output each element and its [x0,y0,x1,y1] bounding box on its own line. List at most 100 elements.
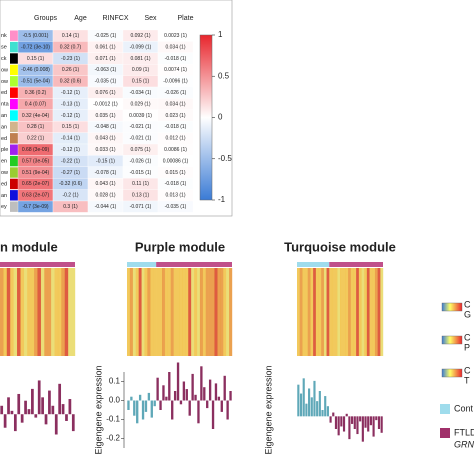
expression-stripe [374,268,378,356]
expression-stripe [13,268,18,356]
heat-cell [157,200,194,213]
cell-label: -0.5 (0.001) [23,33,49,39]
cell-label: 0.015 (1) [165,170,185,176]
bar [27,409,31,415]
cell-label: -0.099 (1) [130,44,152,50]
cell-label: 0.075 (1) [130,147,150,153]
expression-stripe [345,268,349,356]
bar [372,416,375,437]
expression-stripe [342,268,346,356]
cell-label: 0.013 (1) [165,193,185,199]
bar [214,383,218,401]
expression-stripe [202,268,206,356]
bar [337,416,340,436]
bar [185,389,188,401]
bar [65,414,68,421]
bar [188,400,191,416]
expression-stripe [302,268,306,356]
module-swatch [10,30,18,41]
bar [326,406,329,417]
row-label: ck [1,56,7,62]
bar [364,416,367,428]
row-label: ow [1,170,8,176]
bar [342,416,346,432]
cell-label: -0.021 (1) [130,124,152,130]
cell-label: -0.2 (1) [62,193,78,199]
bar [68,399,72,415]
expression-stripe [37,268,42,356]
column-header: RINFCX [102,15,128,22]
bar [130,396,133,401]
table-frame [0,0,233,217]
module-swatch [10,190,18,201]
column-header: Age [74,15,87,22]
expression-stripe [369,268,373,356]
expression-stripe [30,268,35,356]
expression-stripe [334,268,338,356]
expression-stripe [211,268,215,356]
heatmap-legend-text: C [464,299,471,309]
bar [31,388,34,415]
legend-sublabel: GRN [454,439,474,449]
cell-label: 0.09 (1) [132,67,150,73]
colorbar-tick-label: 0.5 [218,71,230,80]
bar [197,400,200,424]
expression-stripe [380,268,384,356]
expression-stripe [179,268,183,356]
bar [34,414,38,418]
expression-stripe [220,268,224,356]
cell-label: -0.035 (1) [95,79,117,85]
module-swatch [10,98,18,110]
cell-label: 0.029 (1) [130,101,150,107]
bar [159,400,162,410]
module-swatch [10,76,18,87]
colorbar-tick-label: 0 [218,113,223,122]
expression-stripe [377,268,381,356]
cell-label: -0.46 (0.008) [21,67,50,73]
cell-label: -0.13 (1) [61,101,80,107]
cell-label: 0.4 (0.07) [25,101,47,107]
y-tick-label: 0.1 [109,377,121,386]
bar [308,388,311,417]
cell-label: 0.65 (2e-07) [22,181,50,187]
expression-stripe [208,268,212,356]
bar [316,401,319,417]
module-swatch [10,155,18,167]
cell-label: -0.071 (1) [130,204,152,210]
cell-label: 0.035 (1) [95,113,115,119]
legend-label: FTLD [454,427,474,437]
expression-stripe [185,268,189,356]
cell-label: -0.026 (1) [165,90,187,96]
expression-stripe [10,268,14,356]
expression-stripe [364,268,368,356]
cell-label: -0.018 (1) [165,124,187,130]
module-swatch [10,133,18,144]
bar [353,416,356,429]
cell-label: 0.13 (1) [132,193,150,199]
bar [138,394,142,401]
expression-stripe [321,268,325,356]
cell-label: -0.12 (1) [61,113,80,119]
row-label: ey [1,204,7,210]
cell-label: -0.7 (3e-09) [22,204,48,210]
cell-label: 0.076 (1) [95,90,115,96]
column-header: Plate [178,15,194,22]
bar [58,383,62,415]
cell-label: -0.026 (1) [130,158,152,164]
expression-stripe [127,268,131,356]
cell-label: -0.72 (3e-10) [21,44,50,50]
expression-stripe [170,268,174,356]
bar [223,375,226,401]
expression-stripe [318,268,322,356]
row-label: nk [1,33,7,39]
bar [168,372,171,401]
heatmap-legend-gradient [441,335,463,345]
cell-label: 0.68 (3e-09) [22,147,50,153]
cell-label: -0.034 (1) [130,90,152,96]
expression-stripe [358,268,362,356]
cell-label: 0.15 (1) [132,79,150,85]
cell-label: -0.12 (1) [61,147,80,153]
bar [71,414,75,432]
expression-stripe [226,268,230,356]
